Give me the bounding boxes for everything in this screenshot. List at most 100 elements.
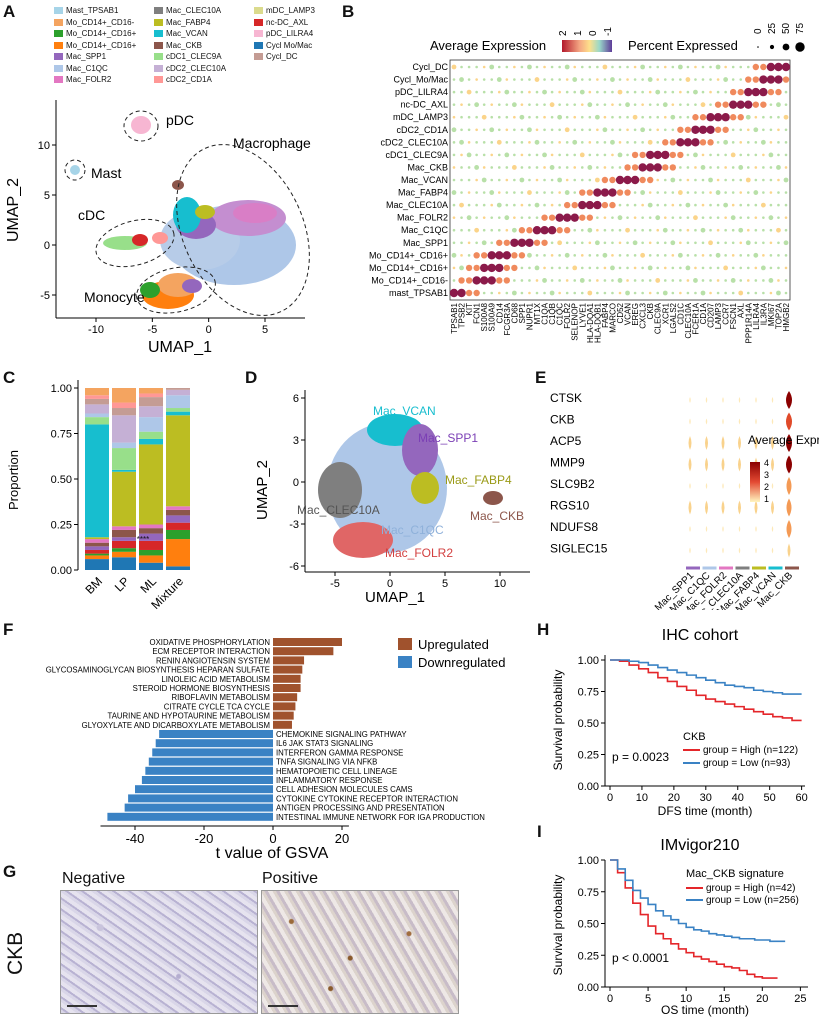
legend-label: nc-DC_AXL — [266, 17, 309, 27]
dotplot-dot — [618, 141, 622, 144]
dotplot-dot — [762, 228, 765, 232]
dotplot-dot — [535, 128, 539, 132]
d-ytick-label: 0 — [293, 477, 299, 489]
dotplot-dot — [708, 177, 713, 183]
dotplot-dot — [739, 216, 743, 219]
dotplot-dot — [616, 189, 624, 196]
dotplot-dot — [663, 241, 667, 245]
dotplot-dot — [573, 178, 577, 182]
violin-shape — [771, 397, 774, 403]
dotplot-dot — [656, 191, 660, 194]
dotplot-dot — [746, 254, 750, 257]
e-gene-label: ACP5 — [550, 434, 582, 448]
dotplot-dot — [511, 264, 518, 272]
dotplot-dot — [641, 216, 644, 219]
prop-ytick-label: 1.00 — [51, 383, 72, 395]
dotplot-dot — [497, 115, 501, 119]
dotplot-dot — [641, 103, 644, 106]
dotplot-dot — [565, 90, 569, 94]
violin-shape — [786, 477, 792, 495]
dotplot-dot — [777, 191, 780, 194]
h-legend-title: CKB — [683, 731, 706, 743]
dotplot-dot — [663, 178, 667, 182]
dotplot-dot — [505, 228, 509, 232]
dotplot-dot — [602, 127, 608, 133]
pct-legend-dot — [795, 42, 805, 52]
dotplot-dot — [708, 240, 713, 246]
dotplot-dot — [709, 279, 712, 282]
dotplot-dot — [662, 102, 668, 108]
dotplot-dot — [588, 128, 592, 132]
panel-label-d: D — [245, 368, 258, 387]
dotplot-dot — [686, 153, 690, 157]
dotplot-dot — [520, 90, 524, 94]
dotplot-dot — [603, 153, 607, 157]
gsva-bar-label: CYTOKINE CYTOKINE RECEPTOR INTERACTION — [276, 794, 458, 803]
gsva-bar-label: TNFA SIGNALING VIA NFKB — [276, 758, 377, 767]
i-xtick-label: 15 — [718, 993, 730, 1005]
dotplot-dot — [716, 291, 720, 295]
dotplot-dot — [580, 254, 584, 257]
dotplot-dot — [777, 279, 780, 282]
dotplot-dot — [550, 153, 554, 157]
prop-segment — [85, 537, 109, 540]
dotplot-dot — [609, 201, 616, 209]
dotplot-dot — [587, 227, 593, 233]
dotplot-dot — [452, 141, 456, 144]
dotplot-dot — [693, 215, 698, 221]
dotplot-dot — [769, 128, 773, 132]
dotplot-dot — [528, 291, 531, 295]
dotplot-dot — [754, 279, 758, 282]
dotplot-dot — [760, 101, 767, 108]
dotplot-dot — [769, 103, 773, 106]
dotplot-dot — [475, 191, 478, 194]
prop-segment — [166, 566, 190, 570]
dotplot-dot — [460, 128, 463, 132]
dotplot-dot — [535, 153, 539, 157]
dotplot-dot — [714, 126, 722, 133]
legend-item: cDC2_CLEC10A — [154, 64, 226, 73]
dotplot-dot — [511, 227, 517, 233]
dotplot-dot — [601, 201, 609, 209]
dotplot-dot — [588, 65, 592, 69]
dotplot-dot — [543, 266, 546, 270]
dotplot-gene-label: FOLR2 — [563, 302, 572, 328]
dotplot-dot — [451, 190, 457, 195]
dotplot-dot — [746, 65, 750, 69]
gsva-bar-label: INTESTINAL IMMUNE NETWORK FOR IGA PRODUC… — [276, 813, 485, 822]
dotplot-dot — [520, 203, 524, 207]
dotplot-dot — [686, 241, 690, 245]
dotplot-dot — [777, 115, 780, 119]
gsva-xtick-label: -20 — [195, 831, 214, 846]
dotplot-dot — [573, 128, 577, 132]
dotplot-dot — [656, 78, 660, 81]
dotplot-dot — [709, 203, 712, 207]
e-legend-title-1: Average Expression — [748, 433, 819, 447]
gsva-bar-label: CELL ADHESION MOLECULES CAMS — [276, 785, 413, 794]
dotplot-dot — [481, 240, 487, 246]
d-ytick-label: 6 — [293, 393, 299, 405]
dotplot-dot — [558, 103, 561, 106]
dotplot-dot — [513, 90, 516, 94]
dotplot-dot — [558, 203, 561, 207]
dotplot-dot — [744, 87, 753, 97]
dotplot-dot — [466, 89, 472, 95]
dotplot-dot — [475, 141, 478, 144]
dotplot-dot — [753, 190, 759, 195]
violin-shape — [771, 526, 774, 532]
dotplot-dot — [489, 64, 495, 70]
dotplot-dot — [611, 216, 614, 219]
dotplot-dot — [641, 241, 644, 245]
dotplot-dot — [565, 241, 569, 245]
dotplot-dot — [694, 65, 697, 69]
pct-legend-dot — [769, 44, 775, 50]
dotplot-dot — [547, 226, 557, 235]
dotplot-dot — [781, 62, 791, 72]
dotplot-dot — [504, 89, 510, 95]
gsva-bar-label: INFLAMMATORY RESPONSE — [276, 776, 382, 785]
prop-xtick-label: ML — [137, 574, 159, 596]
dotplot-dot — [694, 228, 697, 232]
dotplot-dot — [744, 100, 753, 109]
dotplot-dot — [451, 252, 457, 258]
dotplot-dot — [520, 141, 524, 144]
